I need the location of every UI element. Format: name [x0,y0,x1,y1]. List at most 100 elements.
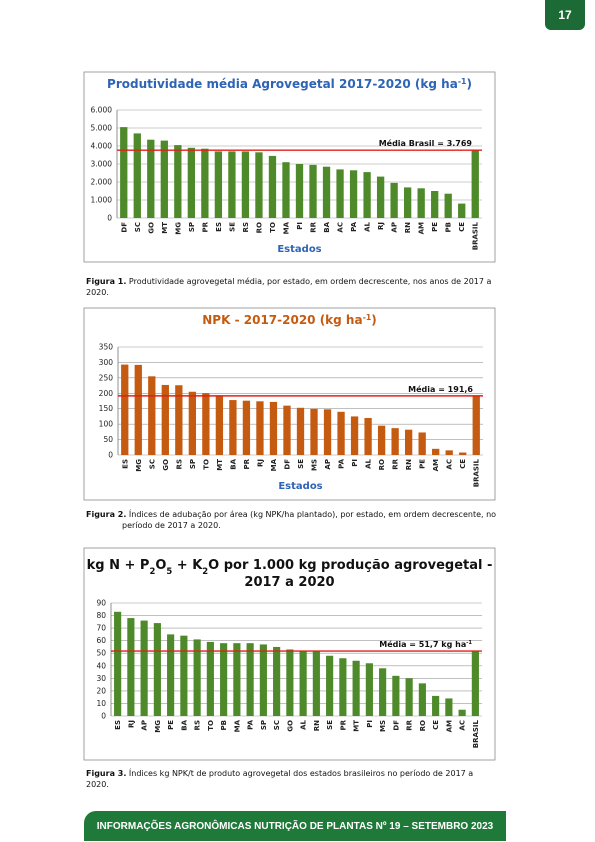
bar [377,425,386,455]
x-tick-label: SE [228,222,236,232]
bar [349,170,358,218]
bar [323,409,332,455]
x-tick-label: AL [365,458,373,468]
text-part: Média Brasil = 3.769 [379,138,473,148]
bar [365,663,373,716]
y-tick-label: 80 [96,611,106,620]
x-tick-label: RO [378,459,386,470]
x-tick-label: PI [296,222,304,230]
caption: Figura 3. Índices kg NPK/t de produto ag… [86,768,498,790]
x-tick-label: RR [310,221,318,232]
bar [326,655,334,716]
text-part: Média = 51,7 kg ha [379,639,466,649]
bar [432,448,440,455]
x-tick-label: PR [339,719,347,730]
bar [269,401,278,455]
chart-title: kg N + P2O5 + K2O por 1.000 kg produção … [87,558,493,576]
bar [206,641,214,716]
y-tick-label: 20 [96,686,106,695]
y-tick-label: 1.000 [91,196,113,205]
bar [337,411,345,455]
y-tick-label: 50 [103,435,113,444]
x-tick-label: ES [121,459,129,469]
text-part: ) [466,77,471,91]
bar [120,127,128,218]
y-tick-label: 0 [108,451,113,460]
bar [273,646,281,716]
text-part: + K [172,558,203,573]
footer: INFORMAÇÕES AGRONÔMICAS NUTRIÇÃO DE PLAN… [84,811,506,841]
caption-text: Índices kg NPK/t de produto agrovegetal … [86,769,474,789]
caption: Figura 2. Índices de adubação por área (… [86,509,498,531]
y-tick-label: 10 [96,699,106,708]
x-tick-label: BRASIL [472,221,480,250]
x-tick-label: MT [161,222,169,234]
x-tick-label: SC [134,222,142,232]
text-part: 2 [149,566,155,576]
bar [228,151,236,218]
bar [418,432,426,455]
bar [140,620,148,716]
x-tick-label: TO [202,459,210,470]
x-tick-label: RS [242,222,250,232]
x-tick-label: AM [432,459,440,471]
text-part: O [155,558,166,573]
text-part: -1 [363,313,372,322]
x-tick-label: AP [391,222,399,233]
y-tick-label: 150 [99,404,114,413]
x-tick-label: AL [364,221,372,231]
text-part: Média = 191,6 [408,384,473,394]
x-tick-label: RR [406,719,414,730]
bar [403,187,412,218]
text-part: 2017 a 2020 [244,575,334,590]
y-tick-label: 2.000 [91,178,113,187]
bar [458,709,466,716]
bar [121,364,129,455]
x-tick-label: RJ [127,720,135,728]
x-tick-label: TO [269,222,277,233]
y-tick-label: 50 [96,649,106,658]
x-tick-label: AC [337,222,345,233]
y-tick-label: 0 [101,712,106,721]
bar [445,698,453,716]
x-tick-label: PE [431,222,439,232]
x-tick-label: PA [350,221,358,231]
y-tick-label: 200 [99,389,114,398]
x-tick-label: RN [405,459,413,470]
bar [445,450,453,455]
bar [241,151,250,218]
mean-label: Média = 51,7 kg ha-1 [379,639,472,649]
page-number: 17 [545,0,585,30]
x-tick-label: DF [120,222,128,233]
bar [214,151,223,218]
bar [471,651,479,716]
bar [233,643,241,716]
x-tick-label: SP [188,222,196,232]
x-tick-label: GO [286,720,294,732]
bar [296,407,305,455]
x-tick-label: AL [300,719,308,729]
bar [364,417,372,455]
bar [352,660,360,716]
bar [350,416,359,455]
text-part: NPK - 2017-2020 (kg ha [202,313,362,327]
bar [458,203,466,218]
bar [259,644,267,716]
bar [229,400,237,455]
x-tick-label: RS [175,459,183,469]
x-tick-label: RO [419,720,427,731]
x-tick-label: PE [419,459,427,469]
bar [148,376,156,455]
x-tick-label: GO [162,459,170,471]
bar [255,152,263,218]
y-tick-label: 5.000 [91,124,113,133]
text-part: 5 [166,566,172,576]
chart-title: NPK - 2017-2020 (kg ha-1) [202,313,376,328]
y-tick-label: 60 [96,636,106,645]
bar [201,148,209,218]
x-tick-label: BRASIL [473,458,481,487]
x-tick-label: MT [353,720,361,732]
bar [220,643,228,716]
y-tick-label: 250 [99,373,114,382]
text-part: Produtividade média Agrovegetal 2017-202… [107,77,458,91]
